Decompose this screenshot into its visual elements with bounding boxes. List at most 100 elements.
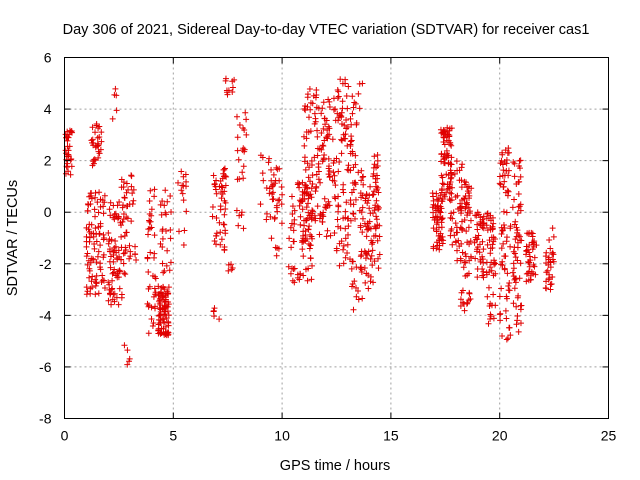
data-point xyxy=(348,137,355,144)
data-point xyxy=(120,260,127,267)
data-point xyxy=(107,199,114,206)
data-point xyxy=(299,246,306,253)
x-tick-label: 5 xyxy=(169,428,177,444)
data-point xyxy=(464,299,471,306)
data-point xyxy=(323,233,330,240)
data-point xyxy=(505,172,512,179)
data-point xyxy=(332,182,339,189)
data-point xyxy=(110,269,117,276)
data-point xyxy=(118,233,125,240)
data-point xyxy=(484,210,491,217)
data-point xyxy=(106,258,113,265)
data-point xyxy=(374,237,381,244)
data-point xyxy=(145,226,152,233)
data-point xyxy=(278,201,285,208)
data-point xyxy=(441,141,448,148)
data-point xyxy=(497,181,504,188)
data-point xyxy=(318,110,325,117)
data-point xyxy=(439,174,446,181)
data-point xyxy=(365,248,372,255)
data-point xyxy=(503,209,510,216)
data-point xyxy=(486,268,493,275)
data-point xyxy=(128,183,135,190)
data-point xyxy=(86,221,93,228)
data-point xyxy=(123,214,130,221)
data-point xyxy=(320,143,327,150)
data-point xyxy=(151,232,158,239)
data-point xyxy=(272,244,279,251)
data-point xyxy=(523,251,530,258)
data-point xyxy=(438,187,445,194)
data-point xyxy=(121,250,128,257)
data-point xyxy=(517,207,524,214)
data-point xyxy=(487,245,494,252)
data-point xyxy=(351,179,358,186)
data-point xyxy=(359,229,366,236)
data-point xyxy=(345,223,352,230)
data-point xyxy=(287,224,294,231)
data-point xyxy=(348,189,355,196)
data-point xyxy=(347,115,354,122)
data-point xyxy=(497,317,504,324)
data-point xyxy=(221,165,228,172)
data-point xyxy=(547,281,554,288)
data-point xyxy=(235,156,242,163)
data-point xyxy=(97,220,104,227)
data-point xyxy=(371,153,378,160)
data-point xyxy=(95,290,102,297)
data-point xyxy=(301,142,308,149)
data-point xyxy=(374,152,381,159)
data-point xyxy=(317,179,324,186)
data-point xyxy=(334,95,341,102)
data-point xyxy=(106,248,113,255)
data-point xyxy=(462,259,469,266)
data-point xyxy=(238,211,245,218)
data-point xyxy=(88,195,95,202)
data-point xyxy=(454,247,461,254)
data-point xyxy=(338,136,345,143)
data-point xyxy=(355,169,362,176)
data-point xyxy=(336,240,343,247)
data-point xyxy=(148,304,155,311)
data-point xyxy=(273,164,280,171)
data-point xyxy=(453,158,460,165)
data-point xyxy=(502,307,509,314)
data-point xyxy=(145,285,152,292)
data-point xyxy=(446,125,453,132)
data-point xyxy=(123,229,130,236)
data-point xyxy=(287,270,294,277)
data-point xyxy=(152,289,159,296)
data-point xyxy=(444,186,451,193)
data-point xyxy=(526,253,533,260)
data-point xyxy=(305,226,312,233)
data-point xyxy=(84,261,91,268)
data-point xyxy=(122,247,129,254)
data-point xyxy=(209,203,216,210)
data-point xyxy=(302,231,309,238)
data-point xyxy=(118,184,125,191)
data-point xyxy=(509,269,516,276)
data-point xyxy=(372,202,379,209)
data-point xyxy=(235,222,242,229)
data-point xyxy=(313,183,320,190)
data-point xyxy=(260,177,267,184)
data-point xyxy=(212,186,219,193)
data-point xyxy=(447,178,454,185)
chart-title: Day 306 of 2021, Sidereal Day-to-day VTE… xyxy=(63,22,590,38)
data-point xyxy=(330,169,337,176)
data-point xyxy=(98,129,105,136)
data-point xyxy=(467,295,474,302)
data-point xyxy=(121,270,128,277)
data-point xyxy=(489,241,496,248)
data-point xyxy=(243,116,250,123)
data-point xyxy=(257,201,264,208)
data-point xyxy=(309,235,316,242)
data-point xyxy=(164,198,171,205)
data-point xyxy=(349,283,355,290)
data-point xyxy=(66,127,73,134)
data-point xyxy=(449,241,456,248)
data-point xyxy=(465,270,472,277)
data-point xyxy=(101,192,108,199)
data-point xyxy=(435,207,442,214)
data-point xyxy=(259,170,266,177)
